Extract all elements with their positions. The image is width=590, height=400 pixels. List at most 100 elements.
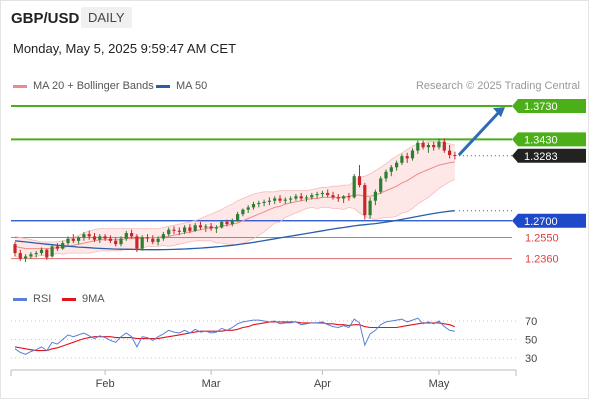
level-label-1.3730: 1.3730 — [524, 101, 558, 113]
candle-body — [278, 198, 282, 201]
candle-body — [283, 199, 287, 201]
time-tick-label-May: May — [429, 378, 450, 390]
candle-body — [336, 197, 340, 199]
candle-body — [421, 142, 425, 148]
forecast-arrow-head — [493, 107, 505, 118]
candle-body — [13, 244, 17, 254]
candle-body — [55, 246, 59, 249]
candle-body — [304, 197, 309, 199]
candle-body — [267, 200, 271, 202]
candle-body — [230, 220, 234, 225]
candle-body — [214, 227, 218, 229]
candle-body — [92, 236, 97, 240]
candle-body — [448, 150, 452, 156]
level-label-1.2550: 1.2550 — [525, 232, 559, 244]
candle-body — [357, 176, 362, 186]
timeframe-badge[interactable]: DAILY — [81, 7, 132, 28]
rsi-axis-label-30: 30 — [525, 353, 537, 365]
candle-body — [34, 253, 38, 255]
candle-body — [373, 191, 377, 201]
level-label-1.2700: 1.2700 — [524, 216, 558, 228]
candle-body — [347, 196, 351, 198]
candle-body — [161, 234, 165, 239]
candle-body — [426, 145, 430, 148]
ma50-line — [14, 210, 455, 251]
candle-body — [39, 249, 44, 254]
level-tag-1.3730: 1.3730 — [512, 99, 586, 113]
rsi-9ma-line — [14, 321, 456, 352]
level-tag-bg — [512, 99, 586, 113]
bollinger-upper-line — [14, 141, 455, 243]
candle-body — [273, 198, 277, 201]
candle-body — [442, 141, 446, 151]
legend-ma50: MA 50 — [156, 80, 207, 92]
instrument-title: GBP/USD — [11, 10, 80, 27]
ma20-line — [14, 161, 455, 250]
candle-body — [225, 221, 229, 225]
candle-body — [251, 204, 256, 208]
candle-body — [66, 238, 70, 244]
candle-body — [204, 226, 208, 228]
candle-body — [18, 253, 22, 259]
candle-body — [140, 237, 144, 249]
legend-bollinger-swatch — [13, 84, 27, 88]
candle-body — [246, 207, 250, 210]
legend-rsi-swatch — [13, 297, 27, 301]
candle-body — [389, 167, 393, 172]
candle-body — [352, 176, 356, 198]
legend-9ma: 9MA — [62, 293, 105, 305]
legend-9ma-swatch — [62, 297, 76, 301]
candle-body — [177, 230, 181, 232]
candle-body — [119, 238, 123, 245]
candle-body — [24, 256, 28, 259]
candle-body — [331, 195, 335, 198]
candle-body — [220, 221, 224, 228]
candle-body — [130, 233, 134, 237]
time-tick-label-Mar: Mar — [202, 378, 221, 390]
candle-body — [172, 229, 176, 231]
candle-body — [183, 227, 187, 232]
level-tag-1.3430: 1.3430 — [512, 132, 586, 147]
forecast-arrow-line — [457, 111, 501, 157]
candle-body — [198, 225, 203, 228]
candle-body — [87, 234, 91, 237]
legend-rsi-label: RSI — [33, 293, 52, 305]
candle-body — [61, 243, 65, 249]
candle-body — [193, 225, 197, 231]
candle-body — [82, 234, 86, 238]
candle-body — [156, 238, 160, 242]
candle-body — [289, 198, 293, 200]
candle-body — [416, 142, 420, 151]
candle-body — [326, 192, 330, 196]
candle-body — [77, 237, 81, 241]
candle-body — [98, 236, 102, 240]
candle-body — [294, 196, 298, 199]
candle-body — [124, 233, 128, 239]
candle-body — [50, 246, 54, 257]
legend-rsi: RSI — [13, 293, 51, 305]
candle-body — [29, 254, 33, 257]
legend-bollinger-label: MA 20 + Bollinger Bands — [33, 80, 154, 92]
level-label-1.3430: 1.3430 — [524, 134, 558, 146]
level-tag-1.2700: 1.2700 — [512, 213, 586, 228]
candle-body — [405, 156, 409, 159]
candle-body — [262, 201, 266, 203]
date-time: Monday, May 5, 2025 9:59:47 AM CET — [13, 41, 237, 56]
candle-body — [167, 229, 171, 235]
rsi-axis-label-70: 70 — [525, 316, 537, 328]
candle-body — [108, 238, 112, 241]
candle-body — [315, 194, 319, 196]
credit-text: Research © 2025 Trading Central — [415, 80, 580, 92]
time-tick-label-Feb: Feb — [96, 378, 115, 390]
candle-body — [310, 195, 314, 198]
legend-ma50-label: MA 50 — [176, 80, 208, 92]
candle-body — [257, 202, 261, 205]
candle-body — [384, 171, 388, 179]
candle-body — [368, 200, 372, 216]
rsi-line — [14, 317, 455, 355]
candle-body — [188, 227, 192, 231]
candle-body — [209, 226, 213, 229]
